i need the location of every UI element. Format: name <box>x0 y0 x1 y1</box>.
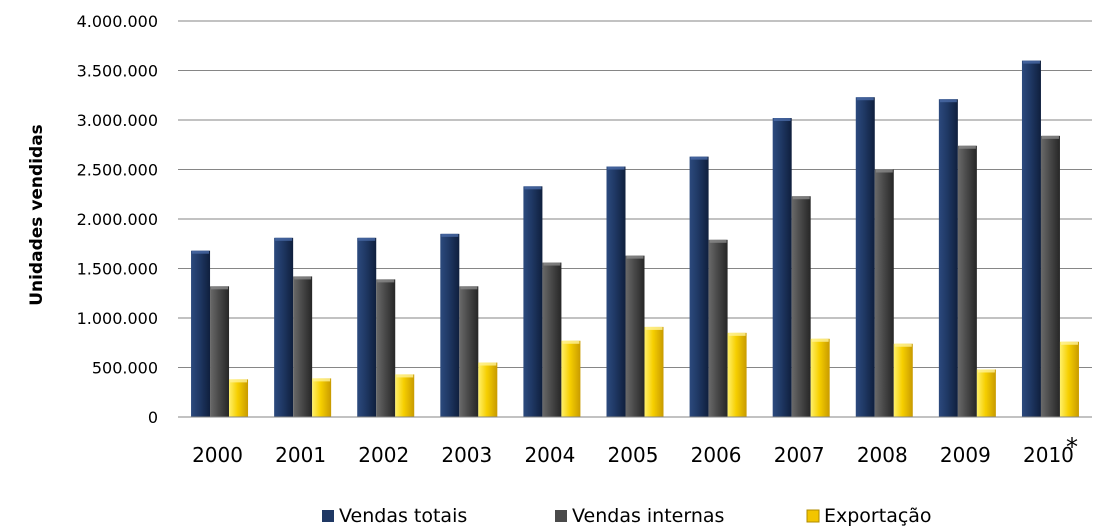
bar-exportacao-2003 <box>478 362 498 417</box>
bar-vendas-internas-2010 <box>1040 135 1060 417</box>
bar-top-highlight <box>792 196 810 200</box>
bars <box>191 60 1079 418</box>
bar-vendas-internas-2003 <box>459 286 479 417</box>
bar-vendas-totais-2005 <box>606 166 626 417</box>
bar-top-highlight <box>313 378 331 382</box>
bar-exportacao-2001 <box>312 378 332 417</box>
x-tick-label: 2002 <box>358 443 409 467</box>
bar-exportacao-2005 <box>644 326 664 417</box>
bar-vendas-totais-2000 <box>191 250 211 417</box>
bar-vendas-internas-2004 <box>542 262 562 417</box>
x-tick-label: 2001 <box>275 443 326 467</box>
x-tick-label: 2007 <box>774 443 825 467</box>
bar-top-highlight <box>894 343 912 347</box>
bar-exportacao-2000 <box>229 379 249 417</box>
bar-top-highlight <box>460 286 478 290</box>
bar-exportacao-2006 <box>727 332 747 417</box>
legend-label-vendas-totais: Vendas totais <box>339 505 467 527</box>
bar-top-highlight <box>358 237 376 241</box>
bar-top-highlight <box>441 233 459 237</box>
bar-top-highlight <box>524 186 542 190</box>
bar-top-highlight <box>192 250 210 254</box>
bar-top-highlight <box>479 362 497 366</box>
y-tick-label: 1.500.000 <box>77 260 158 279</box>
y-tick-label: 500.000 <box>92 359 158 378</box>
bar-top-highlight <box>690 156 708 160</box>
x-tick-label: 2008 <box>857 443 908 467</box>
bar-vendas-internas-2002 <box>376 279 396 417</box>
bar-exportacao-2010 <box>1059 341 1079 417</box>
bar-top-highlight <box>377 279 395 283</box>
bar-vendas-totais-2007 <box>772 118 792 418</box>
bar-top-highlight <box>958 145 976 149</box>
bar-top-highlight <box>645 326 663 330</box>
bar-vendas-totais-2010 <box>1021 60 1041 417</box>
x-tick-label: 2003 <box>441 443 492 467</box>
bar-top-highlight <box>1022 60 1040 64</box>
y-tick-label: 3.000.000 <box>77 111 158 130</box>
y-tick-label: 0 <box>148 408 158 427</box>
bar-vendas-totais-2008 <box>855 97 875 417</box>
legend: Vendas totais Vendas internas Exportação <box>322 505 932 527</box>
legend-label-vendas-internas: Vendas internas <box>572 505 724 527</box>
y-tick-label: 2.500.000 <box>77 161 158 180</box>
x-tick-label: 2006 <box>691 443 742 467</box>
bar-top-highlight <box>607 166 625 170</box>
bar-vendas-internas-2005 <box>625 255 645 417</box>
bar-vendas-totais-2003 <box>440 233 460 417</box>
x-axis-ticks: 2000 2001 2002 2003 2004 2005 2006 2007 2008 2009… <box>192 443 1074 467</box>
legend-label-exportacao: Exportação <box>824 505 932 527</box>
x-tick-label: 2010 <box>1023 443 1074 467</box>
y-tick-label: 2.000.000 <box>77 210 158 229</box>
bar-top-highlight <box>1041 135 1059 139</box>
bar-vendas-internas-2007 <box>791 196 811 417</box>
bar-vendas-totais-2001 <box>274 237 294 417</box>
bar-top-highlight <box>211 286 229 290</box>
bar-top-highlight <box>856 97 874 101</box>
x-tick-label: 2009 <box>940 443 991 467</box>
bar-top-highlight <box>275 237 293 241</box>
y-tick-label: 4.000.000 <box>77 12 158 31</box>
x-tick-label: 2004 <box>524 443 575 467</box>
bar-top-highlight <box>230 379 248 383</box>
bar-vendas-internas-2001 <box>293 276 313 417</box>
y-axis-ticks: 0 500.000 1.000.000 1.500.000 2.000.000 2.500… <box>77 12 158 427</box>
legend-swatch-exportacao <box>806 509 820 523</box>
bar-vendas-internas-2000 <box>210 286 230 417</box>
bar-top-highlight <box>728 332 746 336</box>
x-tick-label: 2005 <box>608 443 659 467</box>
bar-vendas-internas-2006 <box>708 239 728 417</box>
bar-top-highlight <box>626 255 644 259</box>
bar-top-highlight <box>396 374 414 378</box>
bar-vendas-internas-2009 <box>957 145 977 418</box>
bar-exportacao-2009 <box>976 369 996 417</box>
bar-exportacao-2007 <box>810 338 830 417</box>
bar-exportacao-2002 <box>395 374 415 417</box>
bar-vendas-totais-2006 <box>689 156 709 417</box>
bar-top-highlight <box>773 118 791 122</box>
y-tick-label: 1.000.000 <box>77 309 158 328</box>
annotation-asterisk: * <box>1066 433 1078 461</box>
y-tick-label: 3.500.000 <box>77 62 158 81</box>
bar-exportacao-2004 <box>561 340 581 417</box>
bar-vendas-totais-2004 <box>523 186 543 417</box>
bar-top-highlight <box>709 239 727 243</box>
bar-vendas-internas-2008 <box>874 169 894 417</box>
bar-top-highlight <box>811 338 829 342</box>
bar-top-highlight <box>977 369 995 373</box>
bar-vendas-totais-2002 <box>357 237 377 417</box>
bar-top-highlight <box>939 99 957 103</box>
legend-swatch-vendas-internas <box>555 510 567 522</box>
bar-top-highlight <box>294 276 312 280</box>
bar-vendas-totais-2009 <box>938 99 958 418</box>
legend-swatch-vendas-totais <box>322 510 334 522</box>
bar-top-highlight <box>875 169 893 173</box>
bar-top-highlight <box>562 340 580 344</box>
bar-top-highlight <box>543 262 561 266</box>
bar-top-highlight <box>1060 341 1078 345</box>
y-axis-label: Unidades vendidas <box>27 124 47 306</box>
bar-exportacao-2008 <box>893 343 913 417</box>
x-tick-label: 2000 <box>192 443 243 467</box>
